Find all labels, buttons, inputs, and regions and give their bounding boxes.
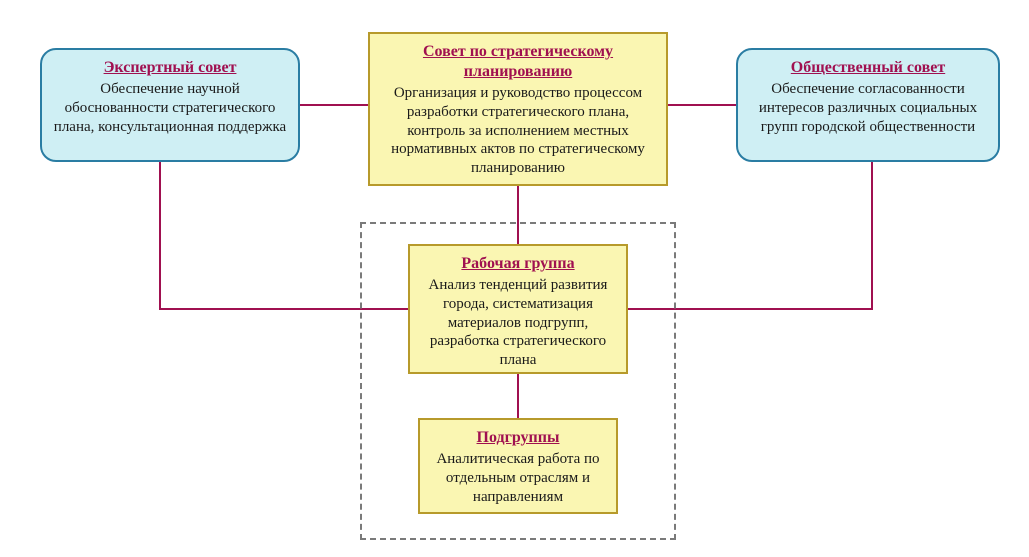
- node-subgroups-body: Аналитическая работа по отдельным отрасл…: [436, 451, 599, 505]
- node-council-title: Совет по стратегическому планированию: [380, 42, 656, 82]
- node-public: Общественный совет Обеспечение согласова…: [736, 48, 1000, 162]
- node-subgroups: Подгруппы Аналитическая работа по отдель…: [418, 418, 618, 514]
- node-expert-title: Экспертный совет: [52, 58, 288, 78]
- node-public-body: Обеспечение согласованности интересов ра…: [759, 81, 977, 135]
- node-council: Совет по стратегическому планированию Ор…: [368, 32, 668, 186]
- node-workgroup-body: Анализ тенденций развития города, систем…: [429, 277, 608, 368]
- node-public-title: Общественный совет: [748, 58, 988, 78]
- node-council-body: Организация и руководство процессом разр…: [391, 85, 645, 176]
- node-workgroup-title: Рабочая группа: [420, 254, 616, 274]
- node-subgroups-title: Подгруппы: [430, 428, 606, 448]
- node-expert-body: Обеспечение научной обоснованности страт…: [54, 81, 286, 135]
- node-workgroup: Рабочая группа Анализ тенденций развития…: [408, 244, 628, 374]
- node-expert: Экспертный совет Обеспечение научной обо…: [40, 48, 300, 162]
